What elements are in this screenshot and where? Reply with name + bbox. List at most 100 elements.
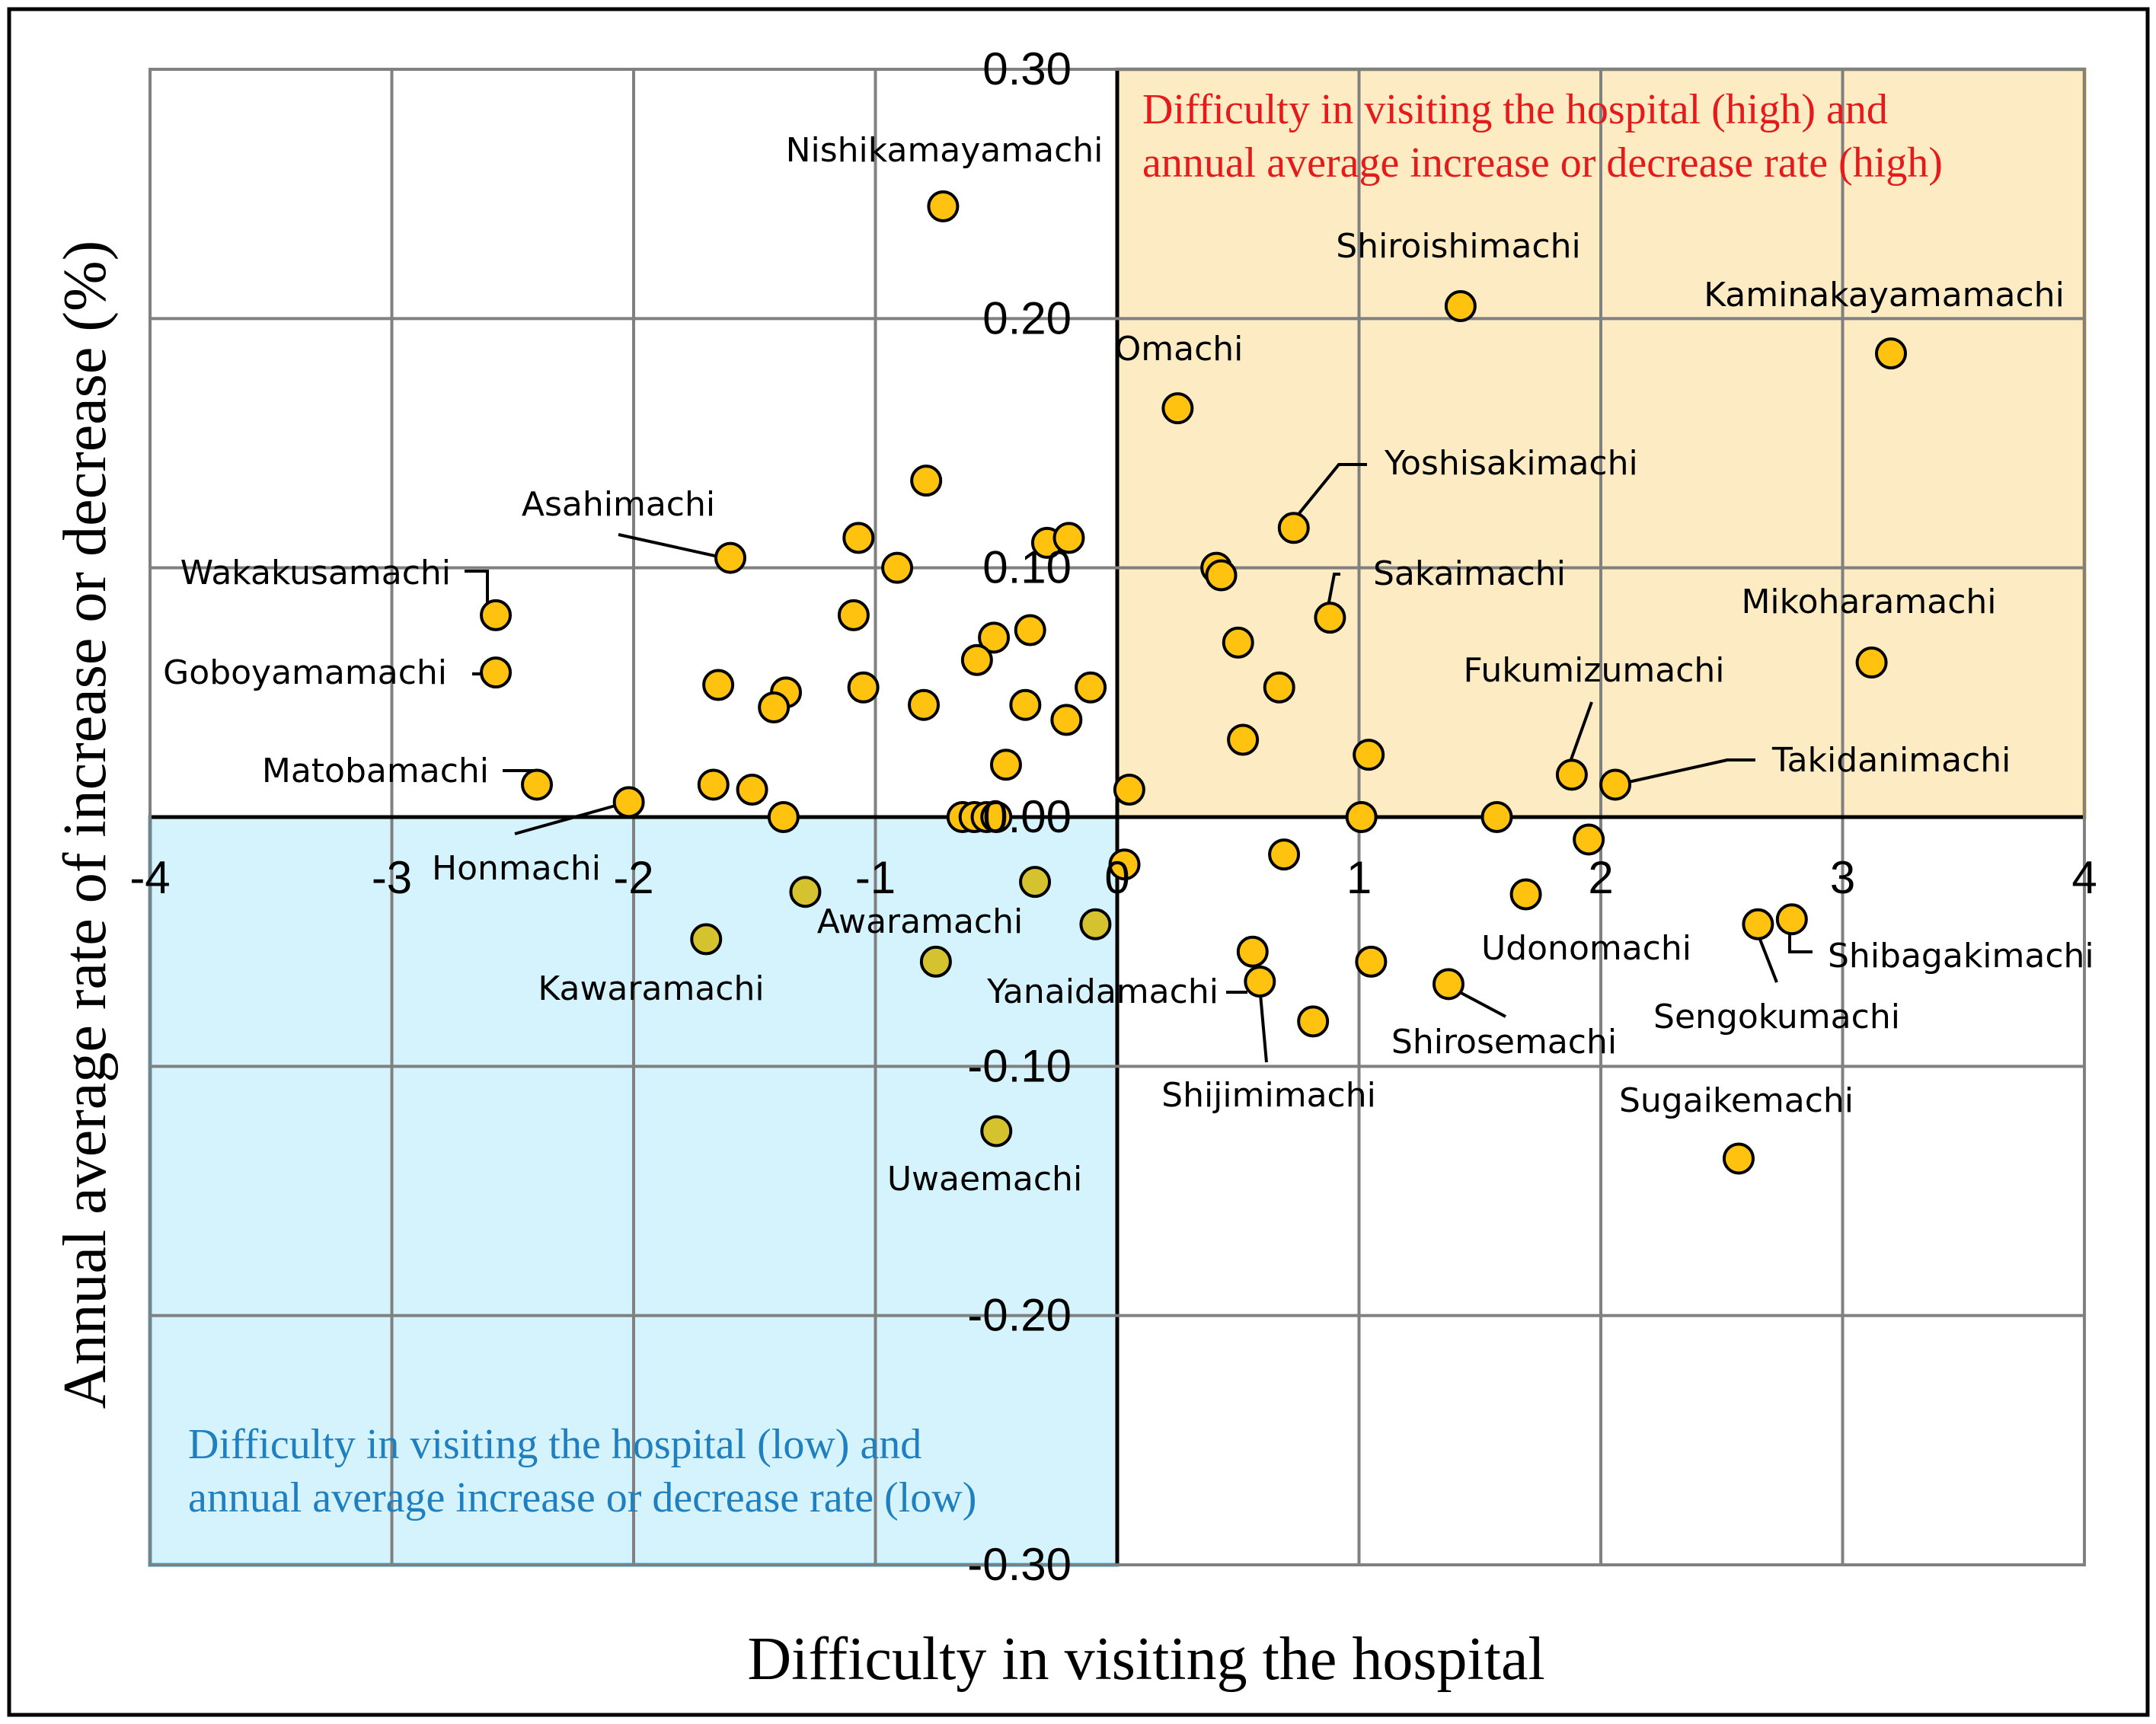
label-leader-lines <box>465 463 1813 1063</box>
data-point <box>1009 688 1042 721</box>
leader-yoshisakimachi <box>1288 463 1367 527</box>
plot-area-border <box>149 68 2086 1566</box>
data-point <box>978 621 1011 654</box>
point-yanaidamachi <box>1244 966 1276 998</box>
label-yoshisakimachi: Yoshisakimachi <box>1384 444 1638 483</box>
data-point <box>1268 838 1301 871</box>
y-tick-label: 0.30 <box>982 43 1072 94</box>
label-yanaidamachi: Yanaidamachi <box>986 972 1219 1011</box>
data-point <box>736 773 768 806</box>
data-point <box>980 801 1013 833</box>
data-point <box>910 465 943 497</box>
label-kawaramachi: Kawaramachi <box>538 969 764 1008</box>
data-point <box>1345 801 1378 833</box>
label-omachi: Omachi <box>1115 330 1244 369</box>
label-shiroishimachi: Shiroishimachi <box>1336 227 1580 266</box>
point-fukumizumachi <box>1555 758 1588 791</box>
leader-honmachi <box>514 804 616 835</box>
point-mikoharamachi <box>1855 646 1888 679</box>
point-kawaramachi <box>690 923 723 956</box>
point-yoshisakimachi <box>1277 512 1310 544</box>
x-tick-label: 4 <box>2071 852 2097 903</box>
label-matobamachi: Matobamachi <box>262 752 489 790</box>
point-nishikamayamachi <box>927 190 960 223</box>
data-points <box>480 190 1907 1175</box>
data-point <box>1480 801 1513 833</box>
tick-labels: Difficulty in visiting the hospital (hig… <box>129 43 2097 1590</box>
point-shijimimachi <box>1236 935 1269 968</box>
x-tick-label: 1 <box>1346 852 1372 903</box>
region-low-title-line: annual average increase or decrease rate… <box>188 1474 976 1521</box>
x-tick-label: -4 <box>129 852 170 903</box>
point-labels: Nishikamayamachi Shiroishimachi Kaminakaya… <box>163 131 2094 1199</box>
point-sengokumachi <box>1742 908 1774 940</box>
x-tick-label: 0 <box>1104 852 1129 903</box>
region-low-title-line: Difficulty in visiting the hospital (low… <box>188 1421 921 1468</box>
data-point <box>697 768 730 801</box>
data-point <box>1019 866 1052 899</box>
y-axis-title: Annual average rate of increase or decre… <box>52 241 119 1410</box>
label-sakaimachi: Sakaimachi <box>1373 554 1566 593</box>
x-tick-label: 2 <box>1588 852 1613 903</box>
data-point <box>960 643 993 676</box>
label-sengokumachi: Sengokumachi <box>1653 998 1900 1036</box>
data-point <box>1222 626 1254 659</box>
label-fukumizumachi: Fukumizumachi <box>1464 651 1725 690</box>
y-tick-label: -0.10 <box>967 1040 1072 1091</box>
point-kaminakayamamachi <box>1875 337 1907 370</box>
data-point <box>881 551 914 584</box>
x-axis-title: Difficulty in visiting the hospital <box>747 1626 1544 1693</box>
region-high-title-line: Difficulty in visiting the hospital (hig… <box>1142 86 1888 133</box>
data-point <box>1113 773 1145 806</box>
data-point <box>842 522 875 554</box>
label-nishikamayamachi: Nishikamayamachi <box>786 131 1104 170</box>
label-awaramachi: Awaramachi <box>817 902 1023 941</box>
chart-frame <box>7 7 2150 1717</box>
label-mikoharamachi: Mikoharamachi <box>1741 583 1996 621</box>
point-matobamachi <box>521 768 553 801</box>
point-shiroishimachi <box>1444 289 1477 322</box>
point-honmachi <box>612 786 645 819</box>
label-takidanimachi: Takidanimachi <box>1771 741 2011 780</box>
data-point <box>847 671 880 704</box>
data-point <box>1263 671 1295 704</box>
data-point <box>1052 522 1085 554</box>
label-shibagakimachi: Shibagakimachi <box>1828 937 2094 975</box>
data-point <box>1075 671 1107 704</box>
data-point <box>1227 723 1260 756</box>
y-tick-label: 0.20 <box>982 292 1072 343</box>
y-tick-label: -0.30 <box>967 1539 1072 1590</box>
label-asahimachi: Asahimachi <box>522 485 715 524</box>
point-goboyamamachi <box>480 656 513 689</box>
x-tick-label: 3 <box>1830 852 1855 903</box>
point-shibagakimachi <box>1775 903 1808 936</box>
x-tick-label: -1 <box>855 852 896 903</box>
y-tick-label: -0.20 <box>967 1290 1072 1341</box>
data-point <box>702 669 735 701</box>
point-sugaikemachi <box>1722 1142 1755 1175</box>
label-uwaemachi: Uwaemachi <box>887 1160 1082 1199</box>
leader-fukumizumachi <box>1569 701 1593 762</box>
point-omachi <box>1161 392 1194 425</box>
leader-wakakusamachi <box>465 570 489 605</box>
label-sugaikemachi: Sugaikemachi <box>1619 1081 1854 1120</box>
point-shirosemachi <box>1432 968 1464 1001</box>
data-point <box>908 688 940 721</box>
x-tick-label: -3 <box>372 852 412 903</box>
label-honmachi: Honmachi <box>432 849 601 888</box>
y-tick-label: 0.10 <box>982 542 1072 593</box>
data-point <box>1014 614 1046 646</box>
point-sakaimachi <box>1314 602 1346 634</box>
label-udonomachi: Udonomachi <box>1481 929 1691 968</box>
x-tick-label: -2 <box>613 852 653 903</box>
point-awaramachi <box>919 945 952 978</box>
point-asahimachi <box>714 541 746 574</box>
leader-takidanimachi <box>1618 758 1755 786</box>
region-high-title-line: annual average increase or decrease rate… <box>1142 139 1943 187</box>
label-goboyamamachi: Goboyamamachi <box>163 653 447 692</box>
point-wakakusamachi <box>480 599 513 631</box>
label-kaminakayamamachi: Kaminakayamamachi <box>1704 276 2065 314</box>
data-point <box>989 749 1022 781</box>
data-point <box>1297 1005 1330 1038</box>
